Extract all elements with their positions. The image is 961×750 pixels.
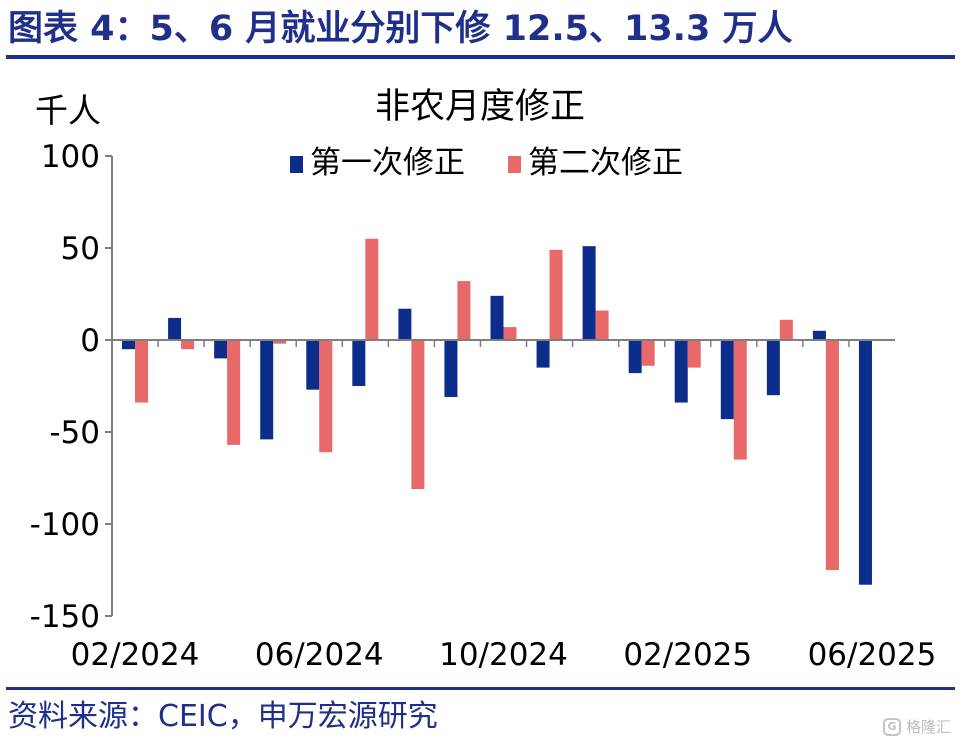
y-tick-label: 50 <box>61 231 100 267</box>
bar-second-revision <box>273 340 287 344</box>
bar-second-revision <box>227 340 241 445</box>
bar-first-revision <box>260 340 274 440</box>
bars <box>122 238 872 585</box>
bar-first-revision <box>306 340 320 390</box>
bar-first-revision <box>444 340 458 398</box>
bar-first-revision <box>766 340 780 396</box>
legend: 第一次修正 第二次修正 <box>290 145 683 181</box>
x-tick-label: 02/2025 <box>623 637 752 673</box>
bar-chart: 非农月度修正 千人 第一次修正 第二次修正 100500-50-100-15002… <box>30 87 937 673</box>
bar-first-revision <box>214 340 228 359</box>
bar-first-revision <box>582 246 596 340</box>
bar-first-revision <box>490 295 504 340</box>
chart-title: 非农月度修正 <box>375 87 585 127</box>
bar-second-revision <box>503 327 517 340</box>
bar-second-revision <box>641 340 655 366</box>
bar-first-revision <box>352 340 366 386</box>
bar-first-revision <box>628 340 642 374</box>
y-tick-label: -100 <box>30 507 100 543</box>
legend-swatch <box>508 156 521 173</box>
bar-second-revision <box>319 340 333 453</box>
x-tick-label: 06/2025 <box>808 637 937 673</box>
footer-divider <box>6 687 955 690</box>
bar-second-revision <box>181 340 195 350</box>
bar-first-revision <box>168 317 182 340</box>
y-axis-label: 千人 <box>35 91 101 130</box>
bar-second-revision <box>779 319 793 340</box>
title-divider <box>6 55 955 59</box>
y-tick-label: 100 <box>41 139 100 175</box>
bar-second-revision <box>549 249 563 340</box>
bar-first-revision <box>536 340 550 368</box>
legend-swatch <box>290 156 303 173</box>
y-tick-label: -150 <box>30 599 100 635</box>
watermark: G 格隆汇 <box>882 716 951 738</box>
bar-second-revision <box>595 310 609 340</box>
bar-second-revision <box>365 238 379 340</box>
bar-second-revision <box>825 340 839 570</box>
bar-second-revision <box>135 340 149 403</box>
bar-second-revision <box>411 340 425 490</box>
bar-second-revision <box>457 281 471 340</box>
bar-first-revision <box>812 330 826 340</box>
figure-title: 图表 4：5、6 月就业分别下修 12.5、13.3 万人 <box>8 9 793 49</box>
bar-first-revision <box>720 340 734 420</box>
bar-second-revision <box>687 340 701 368</box>
x-tick-label: 10/2024 <box>439 637 568 673</box>
bar-first-revision <box>674 340 688 403</box>
source-note: 资料来源：CEIC，申万宏源研究 <box>8 699 438 734</box>
legend-label: 第一次修正 <box>310 145 465 181</box>
legend-label: 第二次修正 <box>528 145 683 181</box>
bar-first-revision <box>398 308 412 340</box>
bar-first-revision <box>122 340 136 350</box>
bar-first-revision <box>858 340 872 585</box>
y-tick-label: -50 <box>49 415 100 451</box>
x-tick-label: 02/2024 <box>71 637 200 673</box>
x-tick-label: 06/2024 <box>255 637 384 673</box>
watermark-logo-icon: G <box>882 718 901 736</box>
bar-second-revision <box>733 340 747 460</box>
watermark-text: 格隆汇 <box>905 718 951 736</box>
y-tick-label: 0 <box>80 323 100 359</box>
